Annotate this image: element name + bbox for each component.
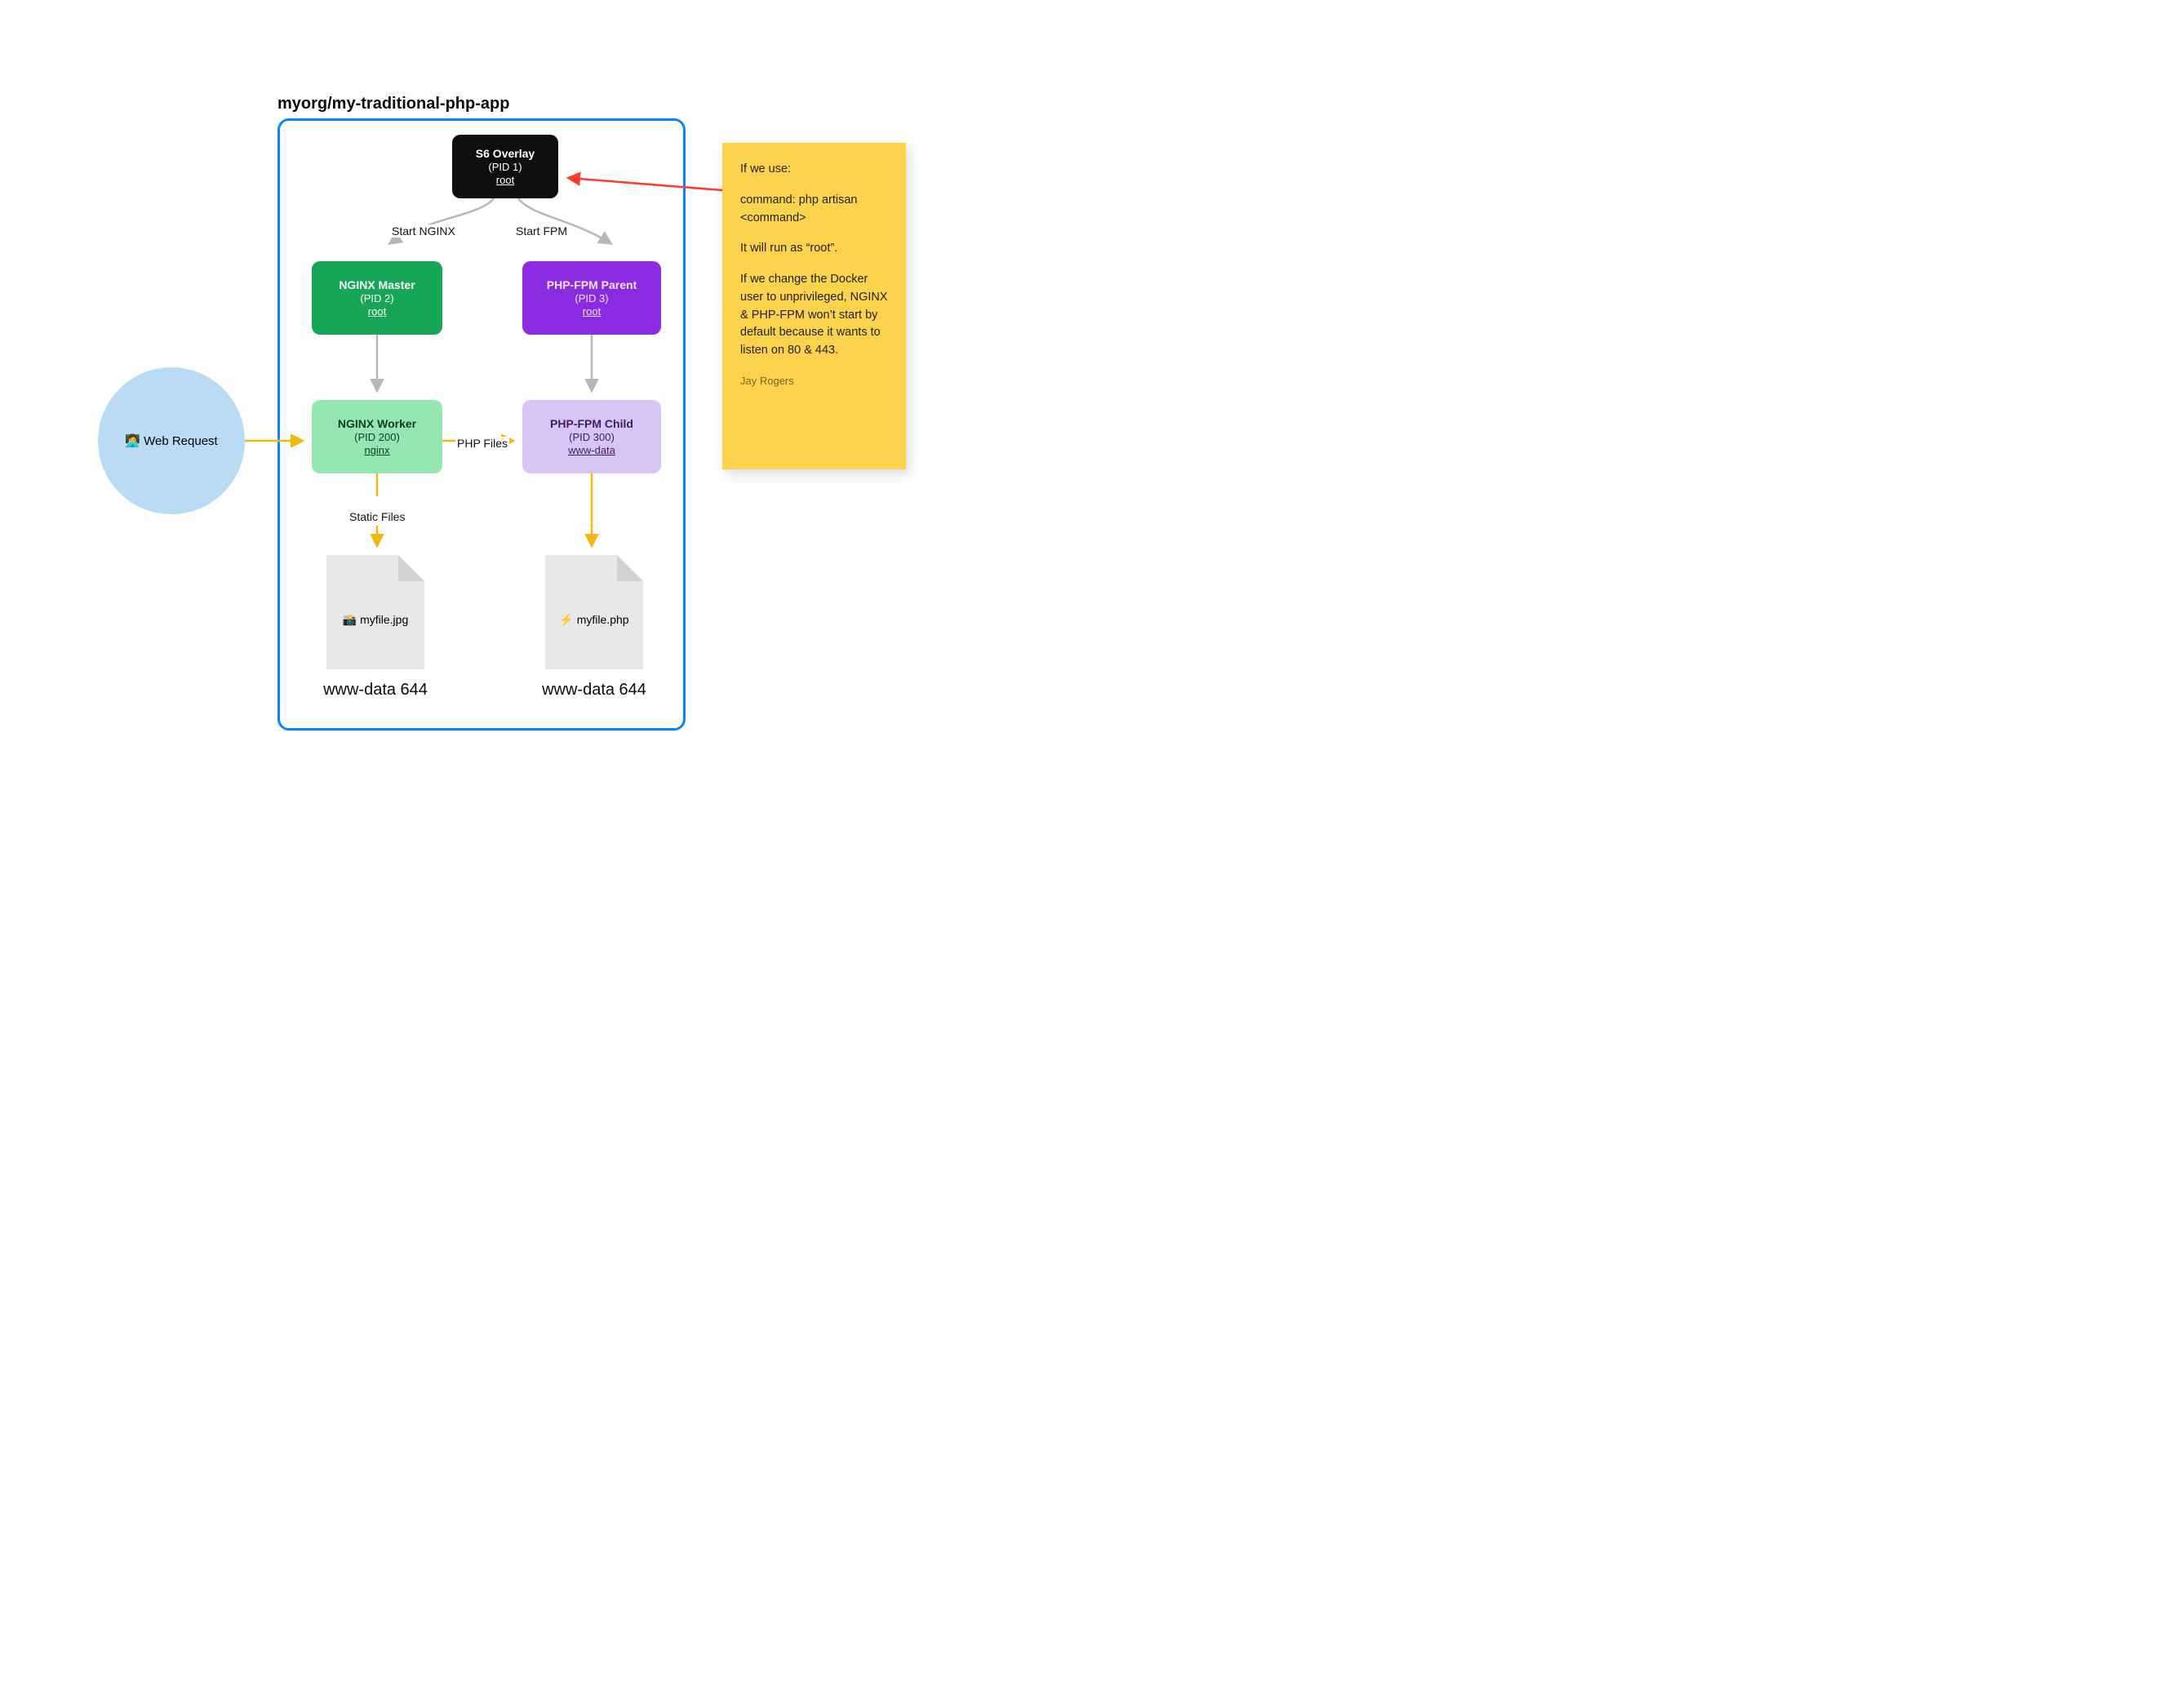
note-line: If we use: (740, 161, 888, 179)
node-pid: (PID 1) (488, 161, 522, 173)
file-jpg-caption: www-data 644 (302, 681, 449, 700)
edge-label-nw-fc: PHP Files (455, 437, 509, 450)
node-nginx-worker: NGINX Worker (PID 200) nginx (312, 400, 442, 473)
node-title: NGINX Worker (338, 417, 416, 430)
node-pid: (PID 200) (354, 431, 400, 443)
sticky-note: If we use: command: php artisan <command… (722, 143, 906, 469)
web-request-node: 👩‍💻 Web Request (98, 367, 245, 514)
edge-label-nw-jpg: Static Files (348, 510, 406, 523)
edge-label-s6-fpm: Start FPM (514, 224, 569, 238)
node-user: root (368, 305, 386, 318)
node-php-fpm-child: PHP-FPM Child (PID 300) www-data (522, 400, 661, 473)
file-name: myfile.jpg (360, 613, 408, 626)
file-php-caption: www-data 644 (521, 681, 668, 700)
node-php-fpm-parent: PHP-FPM Parent (PID 3) root (522, 261, 661, 335)
node-title: PHP-FPM Parent (547, 278, 637, 291)
node-nginx-master: NGINX Master (PID 2) root (312, 261, 442, 335)
note-author: Jay Rogers (740, 373, 888, 389)
note-line: It will run as “root”. (740, 240, 888, 258)
container-title: myorg/my-traditional-php-app (277, 95, 509, 113)
node-user: root (583, 305, 601, 318)
node-title: NGINX Master (339, 278, 415, 291)
diagram-canvas: myorg/my-traditional-php-app S6 Overlay … (0, 0, 1092, 853)
node-s6-overlay: S6 Overlay (PID 1) root (452, 135, 558, 198)
file-label: ⚡ myfile.php (559, 613, 628, 627)
camera-icon: 📸 (343, 613, 357, 626)
node-user: root (496, 174, 514, 186)
node-user: nginx (364, 444, 389, 456)
file-jpg: 📸 myfile.jpg (326, 555, 424, 669)
web-request-label: 👩‍💻 Web Request (125, 433, 217, 448)
note-line: If we change the Docker user to unprivil… (740, 271, 888, 360)
file-label: 📸 myfile.jpg (343, 613, 408, 627)
edge-label-s6-nginx: Start NGINX (390, 224, 457, 238)
lightning-icon: ⚡ (559, 613, 573, 626)
file-php: ⚡ myfile.php (545, 555, 643, 669)
node-pid: (PID 2) (360, 292, 393, 304)
note-line: command: php artisan <command> (740, 192, 888, 228)
node-title: S6 Overlay (476, 147, 535, 160)
node-pid: (PID 3) (575, 292, 608, 304)
node-pid: (PID 300) (569, 431, 615, 443)
file-name: myfile.php (577, 613, 629, 626)
node-title: PHP-FPM Child (550, 417, 633, 430)
node-user: www-data (568, 444, 615, 456)
